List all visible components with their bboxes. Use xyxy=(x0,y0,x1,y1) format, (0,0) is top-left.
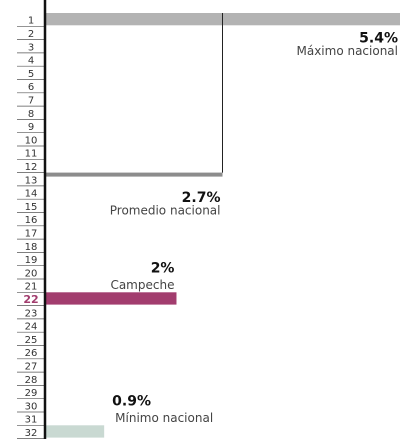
rank-label: 4 xyxy=(28,56,34,67)
rank-label: 3 xyxy=(28,42,34,53)
rank-label: 32 xyxy=(25,428,38,439)
rank-label: 2 xyxy=(28,29,34,40)
rank-label: 26 xyxy=(25,348,38,359)
bar xyxy=(45,292,177,305)
bar xyxy=(45,425,105,438)
value-label: 0.9% xyxy=(112,393,151,409)
rank-label: 16 xyxy=(25,215,38,226)
rank-label: 5 xyxy=(28,69,34,80)
rank-label: 21 xyxy=(25,282,38,293)
bar-name: Promedio nacional xyxy=(110,204,221,218)
rank-label: 31 xyxy=(25,415,38,426)
rank-label: 28 xyxy=(25,375,38,386)
rank-label: 8 xyxy=(28,109,34,120)
rank-label: 27 xyxy=(25,361,38,372)
rank-label: 13 xyxy=(25,175,38,186)
rank-label: 15 xyxy=(25,202,38,213)
rank-label: 20 xyxy=(25,268,38,279)
rank-label: 7 xyxy=(28,95,34,106)
rank-label: 10 xyxy=(25,135,38,146)
rank-label: 6 xyxy=(28,82,34,93)
rank-label: 24 xyxy=(25,322,38,333)
rank-label: 17 xyxy=(25,228,38,239)
rank-label: 12 xyxy=(25,162,38,173)
rank-label: 9 xyxy=(28,122,34,133)
rank-label: 11 xyxy=(25,149,38,160)
rank-label: 22 xyxy=(23,293,38,306)
bar xyxy=(45,172,223,177)
rank-label: 19 xyxy=(25,255,38,266)
value-label: 2% xyxy=(151,260,175,276)
bar-name: Mínimo nacional xyxy=(115,411,213,425)
value-label: 2.7% xyxy=(182,190,221,206)
rank-label: 23 xyxy=(25,308,38,319)
bar-name: Máximo nacional xyxy=(296,44,398,58)
rank-label: 1 xyxy=(28,16,34,27)
rank-label: 30 xyxy=(25,401,38,412)
rank-label: 18 xyxy=(25,242,38,253)
bar-name: Campeche xyxy=(110,278,174,292)
rank-label: 14 xyxy=(25,189,38,200)
rank-label: 25 xyxy=(25,335,38,346)
rank-label: 29 xyxy=(25,388,38,399)
value-label: 5.4% xyxy=(359,30,398,46)
